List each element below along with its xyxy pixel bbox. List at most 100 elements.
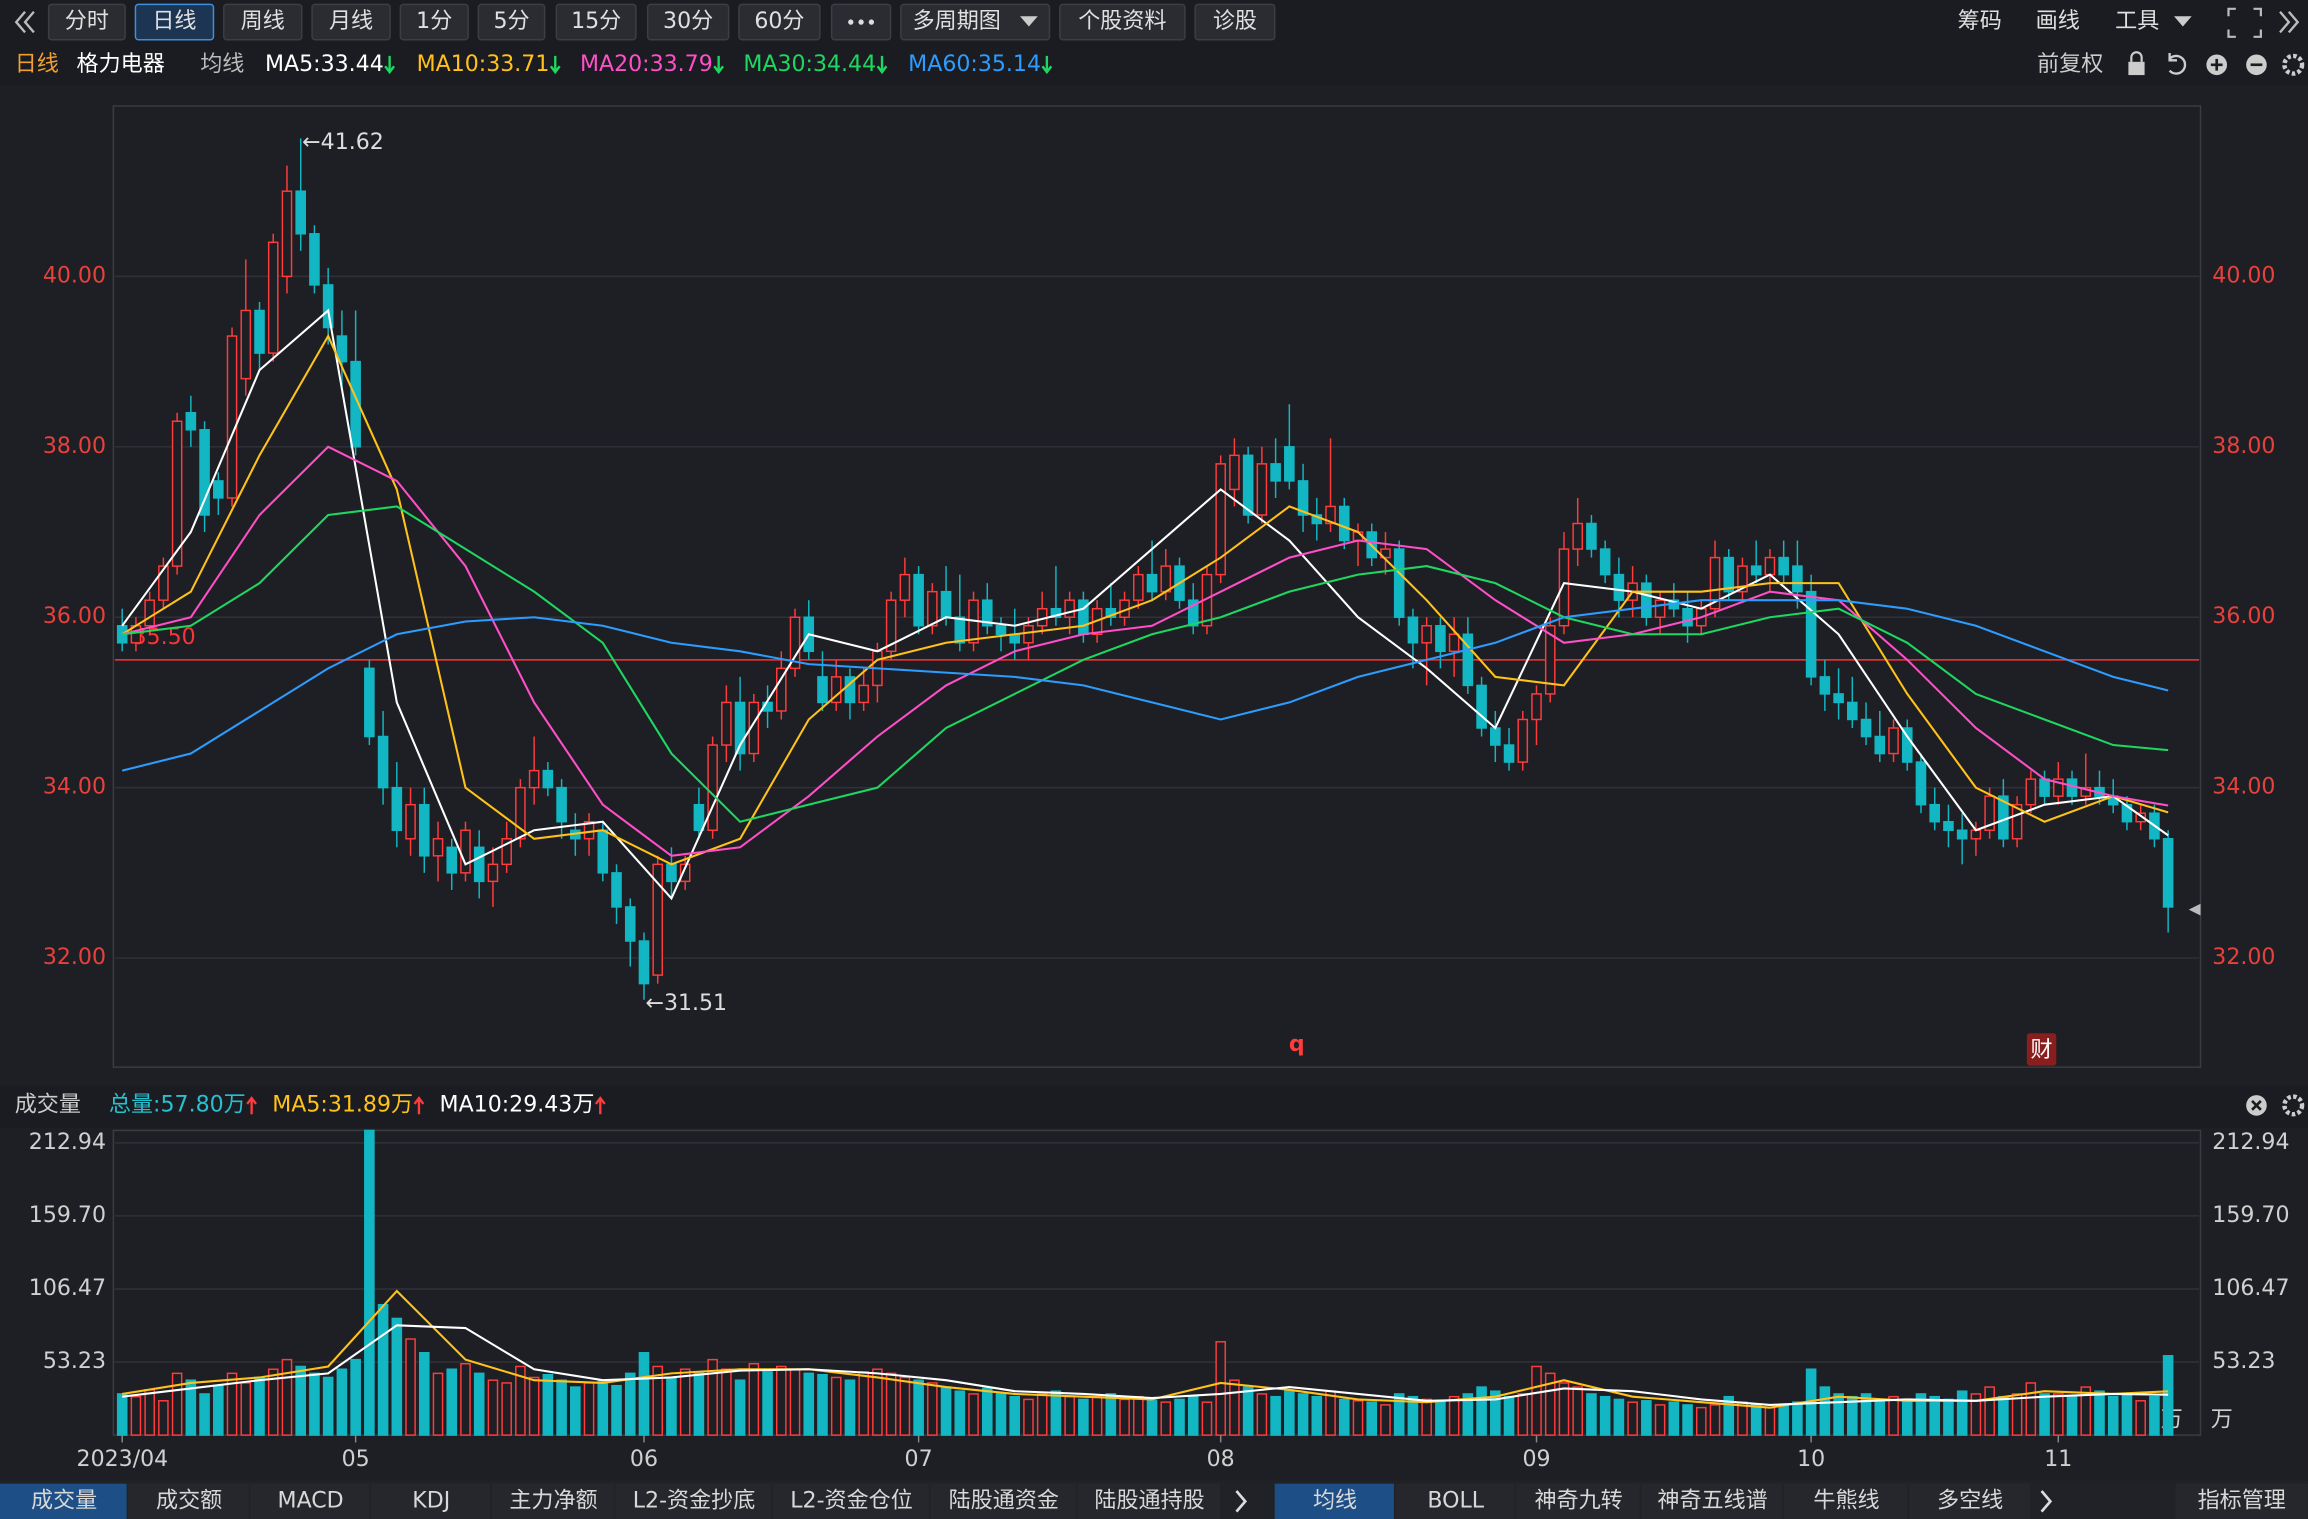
tab-label[interactable]: 多空线 <box>1937 1488 2003 1513</box>
toolbar-label[interactable]: 分时 <box>65 9 109 34</box>
tab-label[interactable]: 陆股通资金 <box>949 1488 1059 1513</box>
candle-body <box>1448 633 1460 653</box>
tab[interactable] <box>1395 1483 1515 1519</box>
tab[interactable] <box>1641 1483 1783 1519</box>
plus-icon[interactable] <box>2210 58 2223 71</box>
event-q[interactable]: q <box>1289 1032 1305 1057</box>
tab-label[interactable]: 神奇九转 <box>1535 1488 1623 1513</box>
tab-label[interactable]: L2-资金抄底 <box>633 1488 756 1513</box>
x-tick-label: 09 <box>1522 1447 1550 1472</box>
more-dot <box>858 19 864 25</box>
volume-bar <box>267 1368 279 1436</box>
candle-body <box>638 940 650 985</box>
candle-body <box>1847 701 1858 721</box>
toolbar-label[interactable]: 月线 <box>329 9 373 34</box>
tab-label[interactable]: 主力净额 <box>509 1488 597 1513</box>
tab[interactable] <box>250 1483 370 1519</box>
toolbar-button[interactable] <box>1194 3 1276 41</box>
candle-body <box>391 786 403 831</box>
toolbar-right-label[interactable]: 画线 <box>2036 9 2080 34</box>
toolbar-button[interactable] <box>1059 3 1186 41</box>
tab[interactable] <box>491 1483 614 1519</box>
tab[interactable] <box>370 1483 491 1519</box>
toolbar-label[interactable]: 日线 <box>152 9 196 34</box>
tab[interactable] <box>0 1483 127 1519</box>
tab-label[interactable]: 均线 <box>1313 1488 1357 1513</box>
tab-label[interactable]: 指标管理 <box>2198 1488 2286 1513</box>
toolbar-right-label[interactable]: 工具 <box>2115 9 2159 34</box>
toolbar-button[interactable] <box>223 3 303 41</box>
period-label: 日线 <box>15 52 59 77</box>
prev-icon[interactable] <box>14 11 26 34</box>
volume-bar <box>1723 1395 1735 1436</box>
tab[interactable] <box>930 1483 1076 1519</box>
volume-bar <box>185 1379 197 1436</box>
toolbar-label[interactable]: 个股资料 <box>1078 9 1166 34</box>
toolbar-button[interactable] <box>477 3 546 41</box>
tab[interactable] <box>1077 1483 1221 1519</box>
candle-body <box>1888 727 1899 755</box>
tab[interactable] <box>615 1483 772 1519</box>
volume-bar <box>144 1389 155 1436</box>
tab[interactable] <box>1274 1483 1394 1519</box>
toolbar-label[interactable]: 1分 <box>416 9 452 34</box>
gear-icon[interactable] <box>2282 53 2305 76</box>
tab-label[interactable]: 陆股通持股 <box>1094 1488 1204 1513</box>
candle-body <box>1792 565 1803 593</box>
tab[interactable] <box>1909 1483 2030 1519</box>
toolbar-button[interactable] <box>646 3 730 41</box>
lock-icon[interactable] <box>2130 51 2143 62</box>
tab-label[interactable]: BOLL <box>1427 1488 1484 1513</box>
toolbar-label[interactable]: 多周期图 <box>913 9 1001 34</box>
tab[interactable] <box>1783 1483 1908 1519</box>
tab-label[interactable]: 成交量 <box>31 1488 97 1513</box>
tab[interactable] <box>128 1483 249 1519</box>
tab-label[interactable]: L2-资金仓位 <box>790 1488 913 1513</box>
gear-icon[interactable] <box>2282 1094 2305 1117</box>
toolbar-button[interactable] <box>134 3 215 41</box>
tab[interactable] <box>2175 1483 2308 1519</box>
prev-icon[interactable] <box>23 11 35 34</box>
toolbar-button[interactable] <box>738 3 821 41</box>
tab-label[interactable]: KDJ <box>412 1488 450 1513</box>
adjust-label[interactable]: 前复权 <box>2037 52 2103 77</box>
toolbar-button[interactable] <box>47 3 126 41</box>
tab-label[interactable]: 成交额 <box>156 1488 222 1513</box>
close-icon[interactable] <box>2251 1100 2262 1111</box>
candle-body <box>1970 829 1982 840</box>
toolbar-label[interactable]: 周线 <box>241 9 285 34</box>
tab[interactable] <box>772 1483 929 1519</box>
toolbar-button[interactable] <box>311 3 391 41</box>
candle-body <box>721 701 732 746</box>
candle-body <box>1531 693 1542 721</box>
toolbar-label[interactable]: 诊股 <box>1213 9 1257 34</box>
next-icon[interactable] <box>2287 11 2300 34</box>
toolbar-button[interactable] <box>555 3 637 41</box>
lock-icon[interactable] <box>2128 61 2145 76</box>
volume-bar <box>1915 1393 1927 1436</box>
tab-label[interactable]: 牛熊线 <box>1813 1488 1879 1513</box>
tab-scroll[interactable] <box>1235 1490 1248 1513</box>
toolbar-label[interactable]: 15分 <box>571 9 621 34</box>
fullscreen-icon[interactable] <box>2227 7 2262 38</box>
toolbar-label[interactable]: 30分 <box>663 9 713 34</box>
toolbar-right-label[interactable]: 筹码 <box>1958 9 2002 34</box>
tab[interactable] <box>1516 1483 1640 1519</box>
tab-label[interactable]: MACD <box>278 1488 344 1513</box>
toolbar-label[interactable]: 60分 <box>754 9 804 34</box>
toolbar-button[interactable] <box>399 3 469 41</box>
toolbar-button[interactable] <box>900 3 1051 41</box>
volume-bar <box>322 1376 334 1436</box>
tab-scroll[interactable] <box>2040 1490 2053 1513</box>
volume-bar <box>171 1372 183 1436</box>
undo-icon[interactable] <box>2168 52 2187 75</box>
candle-body <box>1325 505 1336 525</box>
volume-bar <box>1737 1401 1748 1436</box>
event-cai[interactable]: 财 <box>2031 1038 2053 1063</box>
tab-label[interactable]: 神奇五线谱 <box>1657 1488 1767 1513</box>
next-icon[interactable] <box>2279 11 2291 34</box>
ma-label[interactable]: 均线 <box>200 52 244 77</box>
event-box[interactable] <box>2026 1033 2057 1066</box>
toolbar-label[interactable]: 5分 <box>493 9 529 34</box>
